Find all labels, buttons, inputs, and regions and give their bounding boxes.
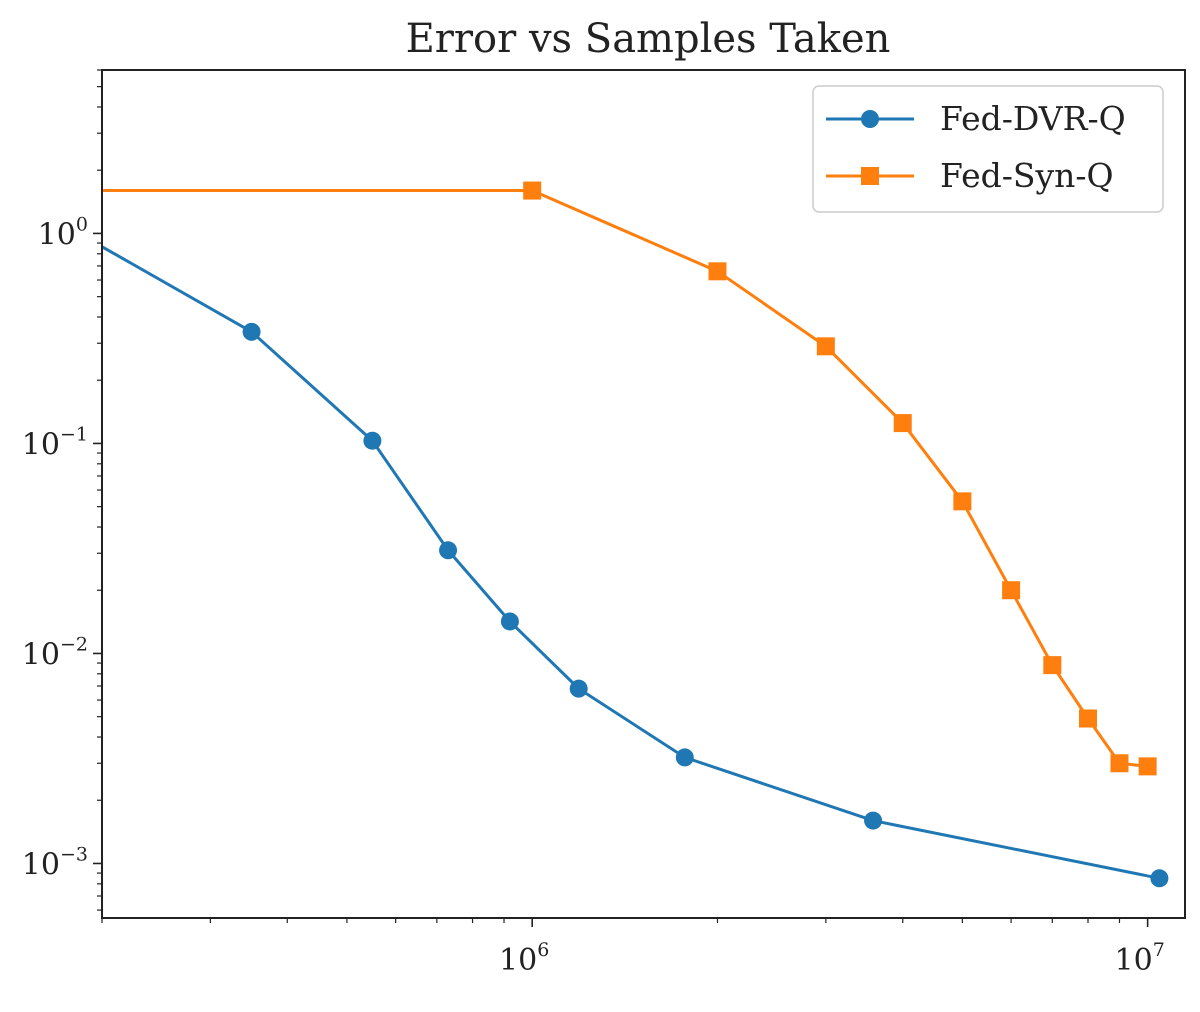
- data-point: [439, 541, 458, 560]
- data-point: [500, 612, 519, 631]
- data-point: [864, 811, 883, 830]
- data-point: [675, 748, 694, 767]
- data-point: [523, 181, 542, 200]
- data-point: [363, 431, 382, 450]
- y-tick-label: 10−3: [22, 843, 88, 882]
- tick-labels: 106 107 100 10−1 10−2 10−3: [22, 213, 1165, 978]
- y-tick-label: 100: [38, 213, 88, 252]
- data-point: [1110, 754, 1129, 773]
- data-point: [1043, 656, 1062, 675]
- data-point: [1002, 581, 1021, 600]
- data-point: [1150, 869, 1169, 888]
- data-point: [242, 322, 261, 341]
- plot-frame: [101, 69, 1186, 919]
- series-layer: [102, 181, 1169, 888]
- series-fed-dvr-q: [102, 244, 1169, 888]
- data-point: [816, 337, 835, 356]
- series-line: [102, 244, 1160, 880]
- chart-title: Error vs Samples Taken: [406, 16, 891, 62]
- legend-label: Fed-Syn-Q: [940, 156, 1114, 195]
- data-point: [569, 679, 588, 698]
- axis-ticks: [93, 69, 1149, 927]
- legend-marker: [861, 110, 879, 128]
- data-point: [1138, 757, 1157, 776]
- data-point: [1078, 709, 1097, 728]
- data-point: [893, 414, 912, 433]
- x-tick-label: 107: [1115, 939, 1165, 978]
- data-point: [708, 262, 727, 281]
- data-point: [953, 492, 972, 511]
- legend-label: Fed-DVR-Q: [940, 99, 1126, 138]
- y-tick-label: 10−1: [22, 423, 88, 462]
- x-tick-label: 106: [499, 939, 549, 978]
- legend-marker: [861, 167, 879, 185]
- legend: Fed-DVR-Q Fed-Syn-Q: [812, 85, 1164, 213]
- y-tick-label: 10−2: [22, 633, 88, 672]
- series-line: [102, 189, 1148, 768]
- series-fed-syn-q: [102, 181, 1157, 776]
